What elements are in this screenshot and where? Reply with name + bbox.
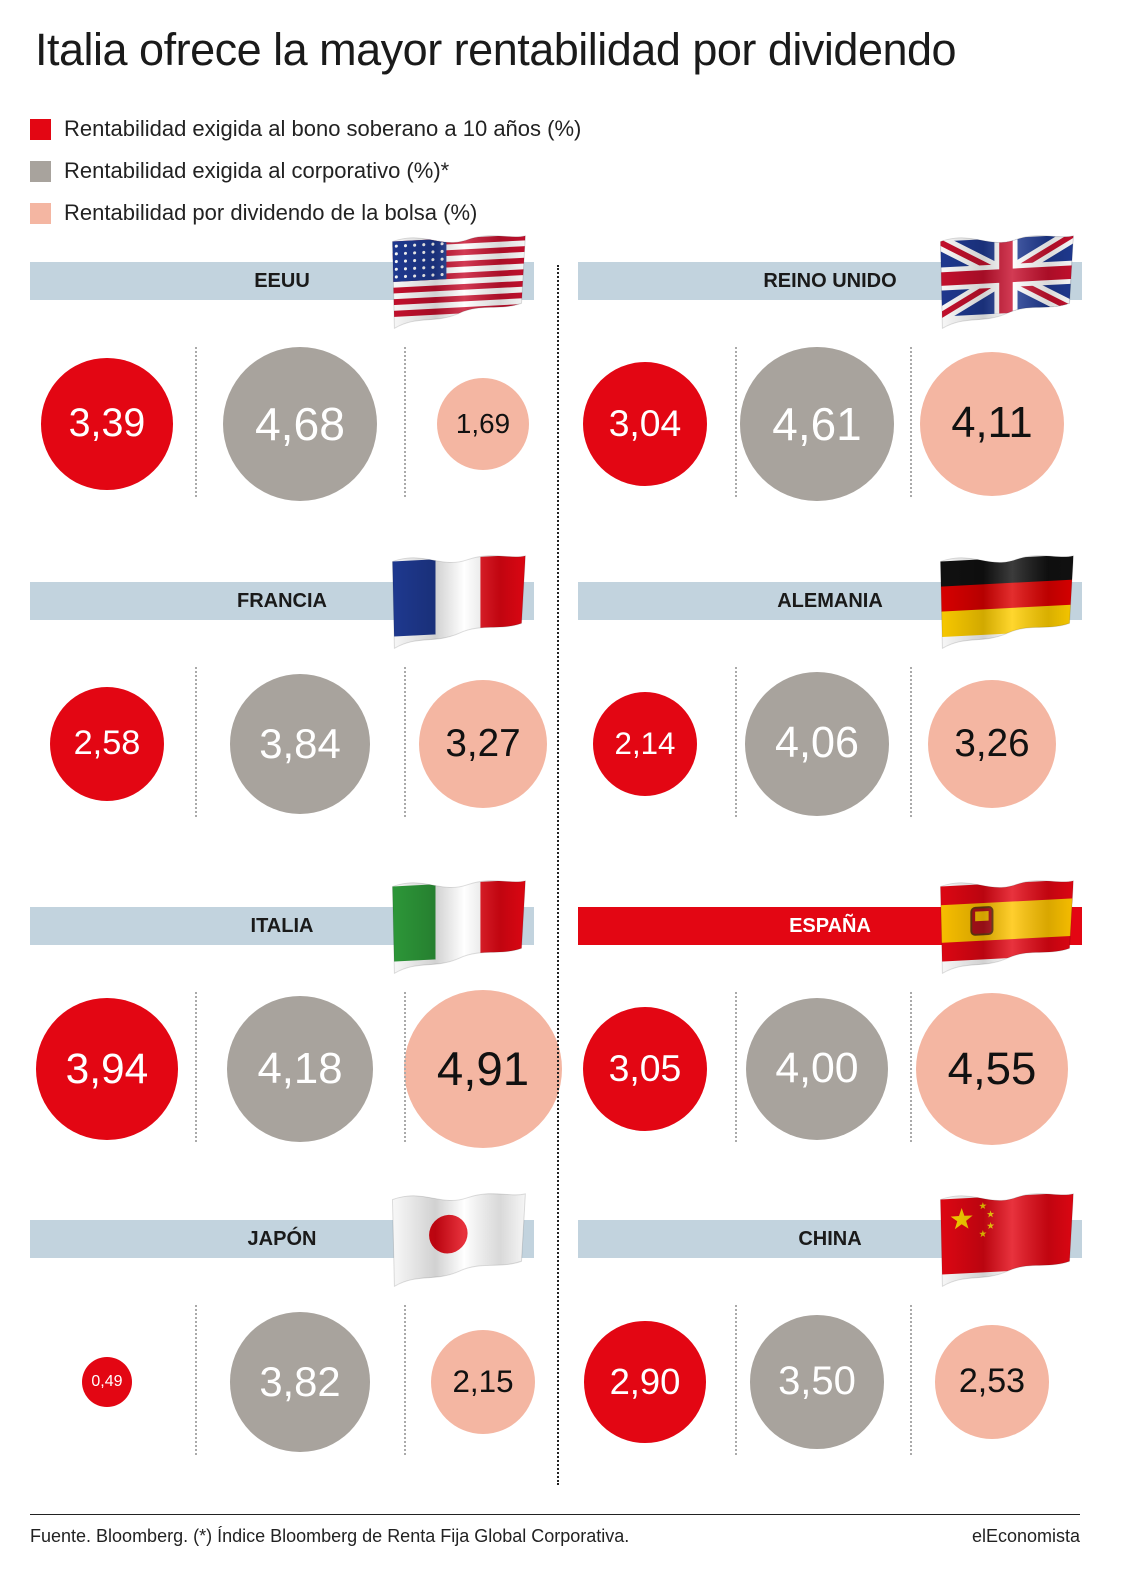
spain-flag [932, 877, 1078, 986]
column-separator [404, 667, 406, 817]
country-name: CHINA [798, 1227, 862, 1250]
japan-flag [384, 1190, 530, 1299]
footer-rule [30, 1514, 1080, 1515]
column-separator [910, 347, 912, 497]
legend-swatch-corporativo [30, 160, 51, 182]
bubble-value: 4,68 [254, 397, 345, 450]
column-separator [404, 1305, 406, 1455]
legend-label-bono: Rentabilidad exigida al bono soberano a … [64, 116, 582, 141]
bubble-value: 4,18 [257, 1043, 343, 1093]
country-name: REINO UNIDO [763, 269, 897, 292]
legend: Rentabilidad exigida al bono soberano a … [30, 108, 581, 234]
bubble-value: 2,90 [609, 1360, 681, 1402]
bubble-dividendo-germany: 3,26 [927, 679, 1057, 809]
usa-flag [384, 232, 530, 341]
bubble-bono-italy: 3,94 [36, 998, 178, 1140]
bubble-value: 4,00 [775, 1044, 859, 1093]
bubble-bono-china: 2,90 [584, 1321, 706, 1443]
country-name: ALEMANIA [777, 589, 883, 612]
bubble-value: 4,91 [436, 1042, 530, 1096]
column-separator [195, 992, 197, 1142]
bubble-dividendo-china: 2,53 [935, 1325, 1049, 1439]
bubble-value: 4,11 [951, 399, 1033, 448]
germany-flag [932, 552, 1078, 661]
bubble-value: 0,49 [91, 1372, 123, 1390]
bubble-dividendo-spain: 4,55 [915, 992, 1069, 1146]
france-flag [384, 552, 530, 661]
uk-flag [932, 232, 1078, 341]
bubble-dividendo-usa: 1,69 [436, 377, 530, 471]
bubble-value: 3,94 [65, 1044, 149, 1092]
bubble-value: 4,06 [775, 719, 859, 768]
bubble-dividendo-japan: 2,15 [430, 1329, 536, 1435]
bubble-value: 3,04 [608, 402, 682, 445]
bubble-bono-uk: 3,04 [582, 361, 708, 487]
column-separator [195, 347, 197, 497]
bubble-dividendo-france: 3,27 [418, 679, 548, 809]
column-separator [735, 1305, 737, 1455]
bubble-dividendo-uk: 4,11 [919, 351, 1065, 497]
bubble-bono-spain: 3,05 [582, 1006, 708, 1132]
country-name: JAPÓN [247, 1227, 317, 1250]
bubble-bono-france: 2,58 [49, 686, 165, 802]
bubble-value: 2,15 [452, 1363, 514, 1399]
bubble-value: 3,84 [259, 719, 341, 767]
column-separator [195, 667, 197, 817]
bubble-value: 4,61 [772, 397, 862, 450]
brand-logo: elEconomista [971, 1526, 1080, 1546]
bubble-corporativo-japan: 3,82 [230, 1312, 370, 1452]
country-name: ESPAÑA [789, 914, 871, 937]
bubble-value: 3,50 [778, 1359, 856, 1404]
legend-item-corporativo: Rentabilidad exigida al corporativo (%)* [30, 150, 581, 192]
bubble-value: 2,53 [958, 1362, 1026, 1401]
bubble-value: 1,69 [455, 407, 511, 439]
legend-label-corporativo: Rentabilidad exigida al corporativo (%)* [64, 158, 450, 183]
chart-title: Italia ofrece la mayor rentabilidad por … [35, 24, 957, 75]
column-separator [910, 1305, 912, 1455]
italy-flag [384, 877, 530, 986]
column-separator [735, 667, 737, 817]
china-flag [932, 1190, 1078, 1299]
column-separator [735, 347, 737, 497]
legend-label-dividendo: Rentabilidad por dividendo de la bolsa (… [64, 200, 478, 225]
column-separator [404, 347, 406, 497]
bubble-corporativo-spain: 4,00 [745, 997, 889, 1141]
bubble-bono-usa: 3,39 [41, 358, 173, 490]
bubble-value: 4,55 [947, 1042, 1037, 1094]
center-divider [557, 265, 559, 1485]
source-note: Fuente. Bloomberg. (*) Índice Bloomberg … [30, 1526, 630, 1546]
legend-item-dividendo: Rentabilidad por dividendo de la bolsa (… [30, 192, 581, 234]
column-separator [195, 1305, 197, 1455]
column-separator [735, 992, 737, 1142]
bubble-value: 3,05 [608, 1047, 682, 1090]
bubble-bono-germany: 2,14 [592, 691, 698, 797]
column-separator [910, 667, 912, 817]
column-separator [910, 992, 912, 1142]
bubble-value: 3,39 [68, 401, 146, 446]
country-name: ITALIA [250, 914, 314, 937]
bubble-corporativo-usa: 4,68 [222, 346, 378, 502]
bubble-value: 3,82 [259, 1357, 341, 1405]
column-separator [404, 992, 406, 1142]
bubble-bono-japan: 0,49 [82, 1357, 132, 1407]
bubble-corporativo-italy: 4,18 [227, 996, 373, 1142]
bubble-value: 3,27 [445, 721, 521, 765]
bubble-dividendo-italy: 4,91 [404, 990, 562, 1148]
bubble-corporativo-france: 3,84 [230, 674, 370, 814]
legend-swatch-dividendo [30, 202, 51, 224]
country-name: EEUU [254, 269, 310, 292]
legend-swatch-bono [30, 118, 51, 140]
bubble-corporativo-china: 3,50 [750, 1315, 884, 1449]
bubble-value: 3,26 [954, 721, 1030, 765]
bubble-value: 2,58 [73, 724, 141, 763]
bubble-corporativo-uk: 4,61 [740, 347, 894, 501]
bubble-value: 2,14 [614, 725, 676, 761]
country-name: FRANCIA [237, 589, 327, 612]
legend-item-bono: Rentabilidad exigida al bono soberano a … [30, 108, 581, 150]
bubble-corporativo-germany: 4,06 [745, 672, 889, 816]
